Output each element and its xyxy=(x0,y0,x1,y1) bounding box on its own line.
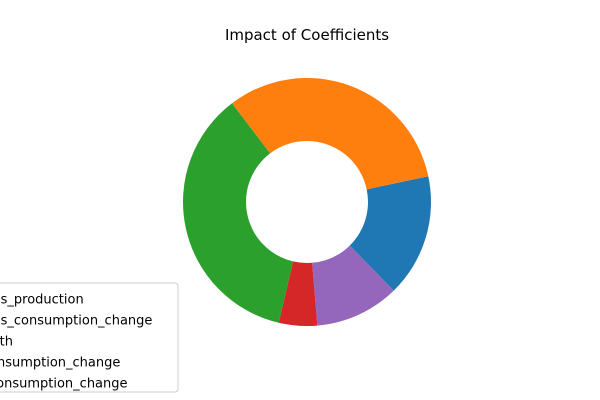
donut-slice-els-consumption-change xyxy=(232,78,429,190)
legend-label: els_production xyxy=(0,293,84,308)
donut-slice-consumption-change xyxy=(312,245,394,326)
donut-slice-wth xyxy=(183,103,294,323)
donut-slice-els-production xyxy=(349,176,431,291)
chart-title: Impact of Coefficients xyxy=(225,26,389,44)
legend-label: consumption_change xyxy=(0,377,128,392)
legend-label: els_consumption_change xyxy=(0,314,152,329)
legend-box xyxy=(0,282,179,393)
donut-slices xyxy=(183,78,431,326)
legend-label: onsumption_change xyxy=(0,356,120,371)
legend-label: wth xyxy=(0,335,13,350)
legend: els_production els_consumption_changewth o… xyxy=(0,282,179,393)
donut-slice-onsumption-change xyxy=(278,261,318,326)
